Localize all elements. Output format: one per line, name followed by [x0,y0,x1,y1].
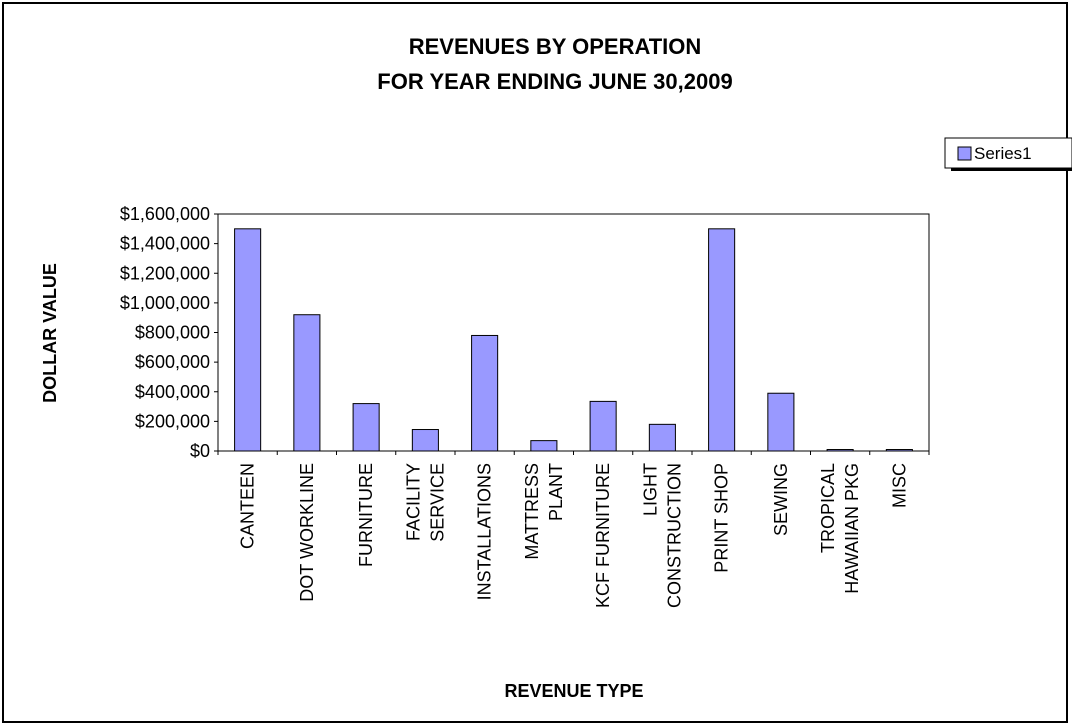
x-axis-title: REVENUE TYPE [504,681,643,701]
bars [234,228,913,452]
y-tick-label: $600,000 [135,352,210,372]
category-label: TROPICAL [818,463,838,553]
y-axis-ticks: $0 $200,000 $400,000 $600,000 $800,000 $1,000… [120,204,218,461]
bar [589,400,617,452]
category-label: MISC [889,463,909,508]
bar [234,228,262,452]
category-label: PLANT [546,463,566,521]
y-tick-label: $1,600,000 [120,204,210,224]
category-label: CONSTRUCTION [664,463,684,608]
category-label: SERVICE [427,463,447,542]
y-tick-label: $1,400,000 [120,234,210,254]
y-tick-label: $400,000 [135,382,210,402]
category-label: HAWAIIAN PKG [842,463,862,594]
category-label: DOT WORKLINE [297,463,317,602]
legend-label: Series1 [974,144,1032,163]
y-axis-title: DOLLAR VALUE [40,263,60,403]
category-label: LIGHT [640,463,660,516]
bar [826,449,854,452]
category-label: PRINT SHOP [712,463,732,573]
y-tick-label: $200,000 [135,411,210,431]
category-label: SEWING [771,463,791,536]
category-label: FURNITURE [356,463,376,567]
y-tick-label: $1,000,000 [120,293,210,313]
legend: Series1 [944,137,1072,171]
category-label: MATTRESS [522,463,542,560]
bar [471,334,499,452]
category-label: CANTEEN [238,463,258,549]
bar [708,228,736,452]
legend-swatch [957,146,972,161]
category-label: KCF FURNITURE [593,463,613,608]
category-label: FACILITY [403,463,423,541]
bar [352,403,380,452]
bar [530,440,558,452]
bar [648,423,676,452]
chart-title: REVENUES BY OPERATION [409,34,702,59]
chart-subtitle: FOR YEAR ENDING JUNE 30,2009 [377,69,732,94]
bar [767,392,795,452]
y-tick-label: $800,000 [135,323,210,343]
bar [293,314,321,452]
y-tick-label: $0 [190,441,210,461]
y-tick-label: $1,200,000 [120,263,210,283]
x-axis-labels: CANTEEN DOT WORKLINE FURNITURE FACILITY SERV… [217,451,930,608]
plot-area [217,213,930,452]
bar [411,429,439,452]
category-label: INSTALLATIONS [475,463,495,600]
bar [885,449,913,452]
